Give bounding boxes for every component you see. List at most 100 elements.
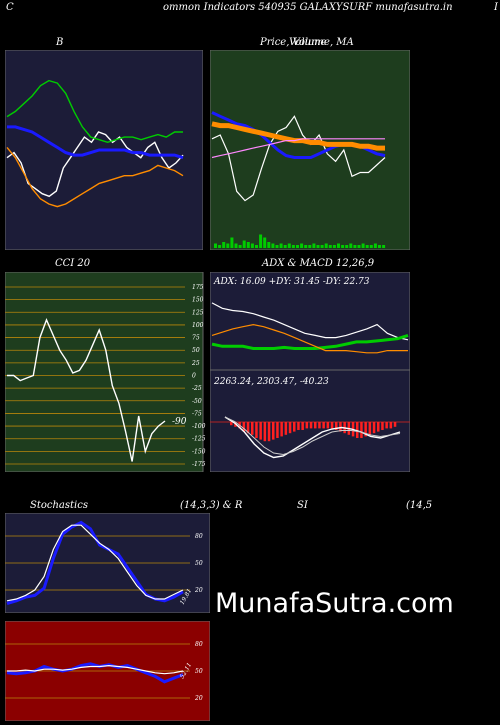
macd-histogram-bar <box>293 422 296 432</box>
cci-tick-label: -75 <box>192 410 202 417</box>
macd-histogram-bar <box>314 422 317 429</box>
cci-line <box>7 318 166 462</box>
adx-macd-title: ADX & MACD 12,26,9 <box>262 258 375 269</box>
macd-histogram-bar <box>364 422 367 437</box>
cci-panel: 175 150 125 100 75 50 25 0 -25 -50 -75 -100 -125 -150… <box>5 272 206 472</box>
bollinger-series-line <box>7 125 184 160</box>
price-panel <box>210 50 410 250</box>
cci-tick-label: 50 <box>192 347 200 354</box>
volume-bar <box>361 243 365 248</box>
cci-tick-label: 25 <box>191 360 200 367</box>
macd-histogram-bar <box>272 422 275 440</box>
macd-histogram-bar <box>255 422 258 438</box>
volume-bar <box>242 240 246 248</box>
volume-bar <box>267 242 271 248</box>
macd-histogram-bar <box>356 422 359 438</box>
adx-series-line <box>211 333 409 350</box>
macd-histogram-bar <box>297 422 300 430</box>
adx-macd-panel: ADX: 16.09 +DY: 31.45 -DY: 22.73 2263.24… <box>210 272 410 472</box>
header-left-letter: C <box>6 2 14 13</box>
macd-histogram-bar <box>284 422 288 435</box>
cci-last-value: -90 <box>172 417 187 427</box>
bollinger-panel <box>5 50 203 250</box>
price-title: Price, Volume, MA <box>260 37 354 48</box>
macd-histogram-bar <box>309 422 313 429</box>
header-right-letter: I <box>494 2 498 13</box>
stochastics-params: (14,3,3) & R <box>180 500 243 511</box>
volume-bar <box>255 245 258 248</box>
rsi-tick-label: 20 <box>194 695 203 702</box>
volume-bar <box>373 243 377 248</box>
volume-bar <box>369 245 373 248</box>
volume-bar <box>230 237 234 248</box>
cci-tick-label: 150 <box>192 297 204 304</box>
macd-histogram-bar <box>377 422 380 432</box>
price-series-line <box>211 115 386 202</box>
stochastics-line <box>6 524 184 602</box>
macd-histogram-bar <box>276 422 279 438</box>
rsi-line <box>7 664 184 675</box>
rsi-params: (14,5 <box>406 500 433 511</box>
volume-bar <box>271 243 275 248</box>
adx-series-line <box>211 323 408 354</box>
volume-bar <box>382 245 386 248</box>
cci-tick-label: -125 <box>192 436 206 443</box>
macd-histogram-bar <box>393 422 397 427</box>
macd-histogram-bar <box>259 422 262 440</box>
bollinger-series-line <box>6 131 184 198</box>
volume-bar <box>357 245 361 248</box>
macd-readout: 2263.24, 2303.47, -40.23 <box>213 377 329 387</box>
cci-title: CCI 20 <box>55 258 91 269</box>
volume-bar <box>214 243 217 248</box>
volume-bar <box>312 243 316 248</box>
rsi-title: SI <box>297 500 308 511</box>
volume-bar <box>308 245 312 248</box>
macd-histogram-bar <box>368 422 372 435</box>
volume-bar <box>279 243 283 248</box>
volume-bar <box>275 245 279 248</box>
macd-histogram-bar <box>242 422 246 432</box>
volume-bar <box>259 234 263 248</box>
volume-bar <box>250 243 254 248</box>
macd-histogram-bar <box>326 422 330 429</box>
volume-bar <box>222 242 226 248</box>
macd-line <box>224 416 401 459</box>
volume-bar <box>283 245 287 248</box>
volume-bar <box>296 245 299 248</box>
price-series-line <box>211 138 385 159</box>
macd-histogram-bar <box>322 422 325 429</box>
macd-histogram-bar <box>385 422 388 429</box>
watermark: MunafaSutra.com <box>215 588 454 619</box>
adx-series-line <box>211 302 409 341</box>
volume-bar <box>238 245 242 248</box>
price-volume-overlay: Volume <box>289 37 327 48</box>
cci-tick-label: 75 <box>192 335 200 342</box>
volume-bar <box>349 243 353 248</box>
rsi-tick-label: 80 <box>195 641 203 648</box>
cci-tick-label: -150 <box>192 448 206 455</box>
cci-tick-label: 100 <box>192 322 204 329</box>
volume-bar <box>378 245 381 248</box>
volume-bar <box>300 243 304 248</box>
stochastics-title: Stochastics <box>30 500 88 511</box>
volume-bar <box>328 245 332 248</box>
macd-histogram-bar <box>305 422 309 429</box>
stochastics-tick-label: 80 <box>195 533 203 540</box>
rsi-tick-label: 50 <box>195 668 203 675</box>
macd-histogram-bar <box>288 422 292 434</box>
cci-tick-label: 175 <box>192 284 204 291</box>
volume-bar <box>353 245 357 248</box>
volume-bar <box>246 242 250 248</box>
volume-bar <box>304 245 308 248</box>
bollinger-title: B <box>56 37 64 48</box>
macd-histogram-bar <box>246 422 250 434</box>
macd-histogram-bar <box>251 422 254 435</box>
macd-histogram-bar <box>381 422 384 430</box>
macd-histogram-bar <box>230 422 233 426</box>
price-ma-line <box>211 121 385 151</box>
volume-bar <box>345 245 349 248</box>
bollinger-series-line <box>6 146 184 208</box>
volume-bar <box>365 245 369 248</box>
